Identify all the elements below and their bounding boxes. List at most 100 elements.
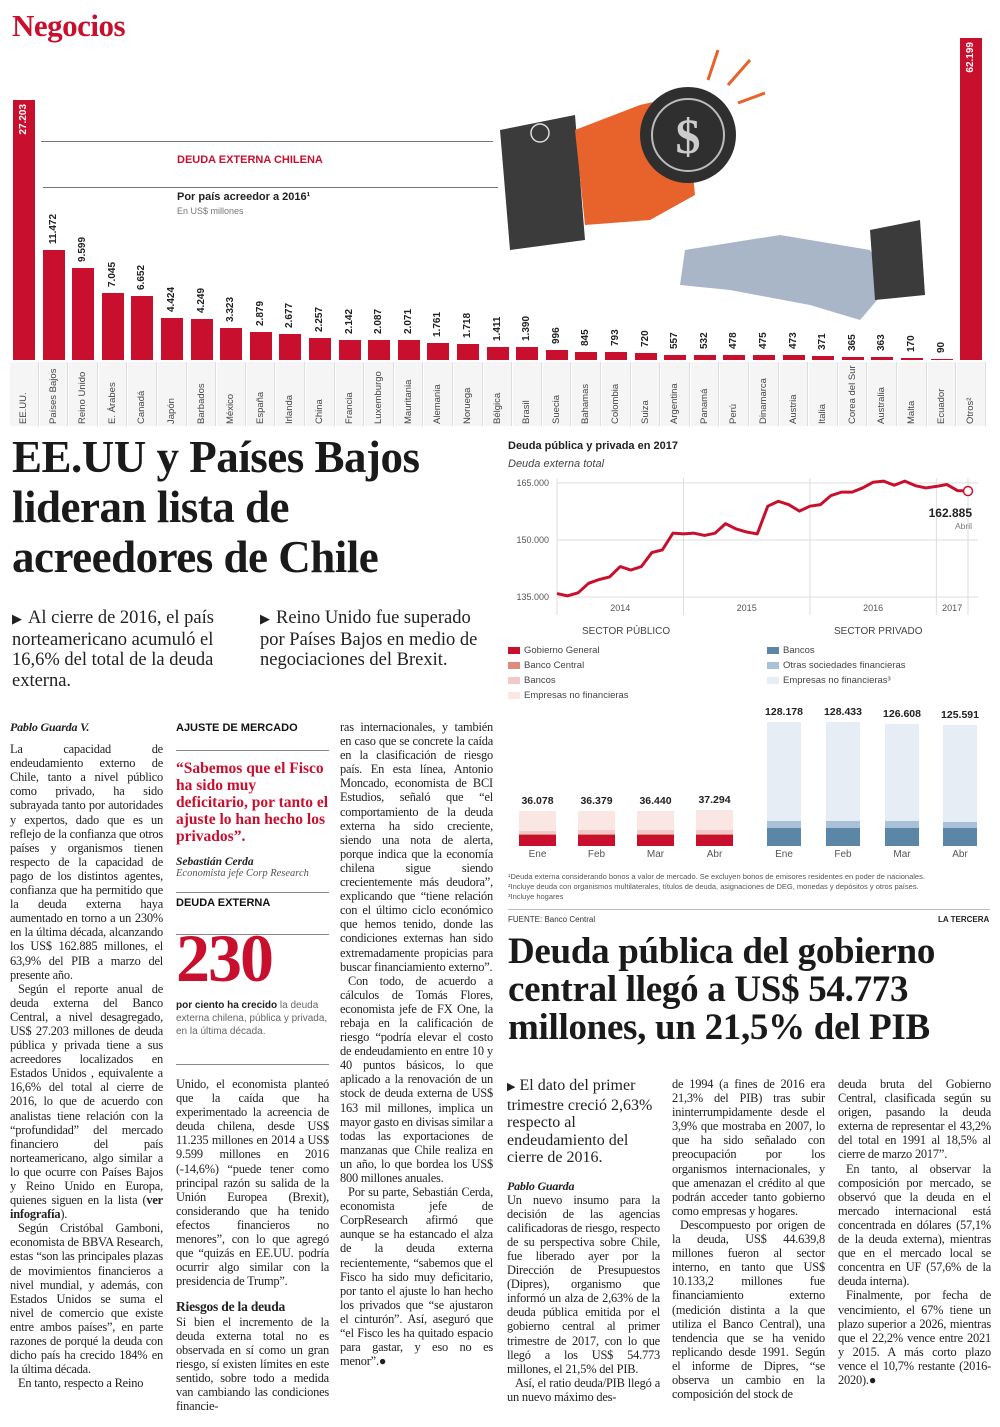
bar <box>605 352 627 360</box>
stacked-segment <box>637 830 674 835</box>
category-cell: Brasil <box>513 362 542 426</box>
category-cell: Noruega <box>454 362 483 426</box>
month-label: Ene <box>528 849 547 860</box>
sidebar-kicker: DEUDA EXTERNA <box>176 897 271 909</box>
stacked-segment <box>696 834 733 846</box>
svg-text:$: $ <box>676 108 701 164</box>
infographic-link[interactable]: ver infografía <box>10 1193 163 1222</box>
bar-value-label: 2.879 <box>254 301 266 327</box>
category-label: Ecuador <box>935 388 947 424</box>
bullet-text: Reino Unido fue superado por Países Bajo… <box>260 608 478 670</box>
paragraph: de 1994 (a fines de 2016 era 21,3% del P… <box>672 1077 825 1218</box>
bar <box>13 100 35 360</box>
bar-total-label: 125.591 <box>941 708 979 721</box>
category-label: Brasil <box>521 400 533 424</box>
category-cell: Reino Unido <box>69 362 98 426</box>
subheading: Riesgos de la deuda <box>176 1299 286 1315</box>
bar <box>960 38 983 360</box>
category-cell: Ecuador <box>927 362 957 426</box>
bar-value-label: 845 <box>580 329 592 346</box>
category-cell: Bélgica <box>483 362 513 426</box>
line-chart-title: Deuda pública y privada en 2017 <box>508 440 678 452</box>
category-cell: Otros² <box>957 362 986 426</box>
bar <box>812 356 835 360</box>
stacked-segment <box>519 835 556 846</box>
triangle-bullet-icon: ▶ <box>12 611 22 626</box>
legend-item: Banco Central <box>508 658 629 673</box>
paragraph-text: Finalmente, por fecha de vencimiento, el… <box>838 1288 991 1387</box>
category-cell: Barbados <box>187 362 217 426</box>
month-label: Ene <box>775 849 793 860</box>
stacked-segment <box>578 834 615 836</box>
legend-swatch <box>508 677 520 684</box>
category-cell: España <box>246 362 276 426</box>
x-tick-label: 2017 <box>942 603 962 613</box>
paragraph: ras internacionales, y también en caso q… <box>340 720 493 974</box>
bar-value-label: 3.323 <box>225 297 237 323</box>
category-cell: Alemania <box>424 362 453 426</box>
stacked-segment <box>943 821 977 828</box>
bar-value-label: 7.045 <box>106 261 118 287</box>
month-label: Abr <box>706 849 723 860</box>
category-cell: Austria <box>779 362 809 426</box>
stacked-segment <box>826 721 860 822</box>
bar <box>486 346 509 360</box>
stacked-segment <box>826 827 860 846</box>
paragraph: Si bien el incremento de la deuda extern… <box>176 1314 329 1414</box>
infographic-unit: En US$ millones <box>177 206 244 216</box>
category-cell: China <box>306 362 335 426</box>
sleeve-left-icon <box>500 115 585 250</box>
triangle-bullet-icon: ▶ <box>260 611 270 626</box>
category-label: Canadá <box>136 390 148 424</box>
triangle-bullet-icon: ▶ <box>507 1081 516 1093</box>
bullet-text: Al cierre de 2016, el país norteamerican… <box>12 608 214 691</box>
category-label: Colombia <box>610 383 621 424</box>
legend-label: Bancos <box>524 675 556 686</box>
category-label: Barbados <box>195 383 207 424</box>
category-label: Países Bajos <box>47 368 59 424</box>
category-label: Italia <box>817 403 829 424</box>
paragraph: Según Cristóbal Gamboni, economista de B… <box>10 1221 163 1377</box>
category-cell: Corea del Sur <box>838 362 868 426</box>
paragraph-text: Por su parte, Sebastián Cerda, economist… <box>340 1185 493 1369</box>
stacked-segment <box>637 810 674 831</box>
bar <box>664 354 687 360</box>
article2-column-3: deuda bruta del Gobierno Central, clasif… <box>838 1077 991 1427</box>
bar <box>457 343 479 360</box>
divider <box>508 909 990 910</box>
sidebar: AJUSTE DE MERCADO “Sabemos que el Fisco … <box>176 722 329 1065</box>
big-number: 230 <box>176 920 274 996</box>
article1-column-1: Pablo Guarda V. La capacidad de endeudam… <box>10 720 163 1427</box>
paragraph: La capacidad de endeudamiento externo de… <box>10 742 163 982</box>
paragraph: Unido, el economista planteó que la caíd… <box>176 1077 329 1289</box>
bar-value-label: 2.087 <box>373 309 385 335</box>
legend-item: Otras sociedades financieras <box>767 658 906 673</box>
article1-headline: EE.UU y Países Bajos lideran lista de ac… <box>12 432 420 582</box>
category-label: España <box>254 391 266 424</box>
article2-column-2: de 1994 (a fines de 2016 era 21,3% del P… <box>672 1077 825 1427</box>
bar <box>190 319 213 360</box>
stacked-segment <box>519 811 556 831</box>
bar-value-label: 2.071 <box>402 309 414 335</box>
bar-value-label: 557 <box>669 331 681 349</box>
bar <box>901 358 923 360</box>
bar <box>634 353 657 360</box>
end-marker <box>962 485 974 497</box>
category-cell: E. Árabes <box>98 362 128 426</box>
category-label: Corea del Sur <box>846 365 858 424</box>
legend-swatch <box>767 647 779 654</box>
stacked-segment <box>637 834 674 836</box>
legend-swatch <box>767 677 779 684</box>
stacked-segment <box>767 821 801 828</box>
public-sector-title: SECTOR PÚBLICO <box>582 626 671 637</box>
sidebar-kicker: AJUSTE DE MERCADO <box>176 722 298 734</box>
month-label: Feb <box>587 849 606 860</box>
bar-value-label: 365 <box>846 333 858 351</box>
infographic-subtitle: Por país acreedor a 2016¹ <box>177 191 311 203</box>
end-mark-icon: ● <box>868 1372 877 1387</box>
paragraph: Descompuesto por origen de la deuda, US$… <box>672 1217 825 1402</box>
article2-headline: Deuda pública del gobierno central llegó… <box>508 931 936 1048</box>
bar-value-label: 720 <box>639 330 651 348</box>
category-cell: Italia <box>809 362 838 426</box>
stacked-segment <box>578 830 615 835</box>
